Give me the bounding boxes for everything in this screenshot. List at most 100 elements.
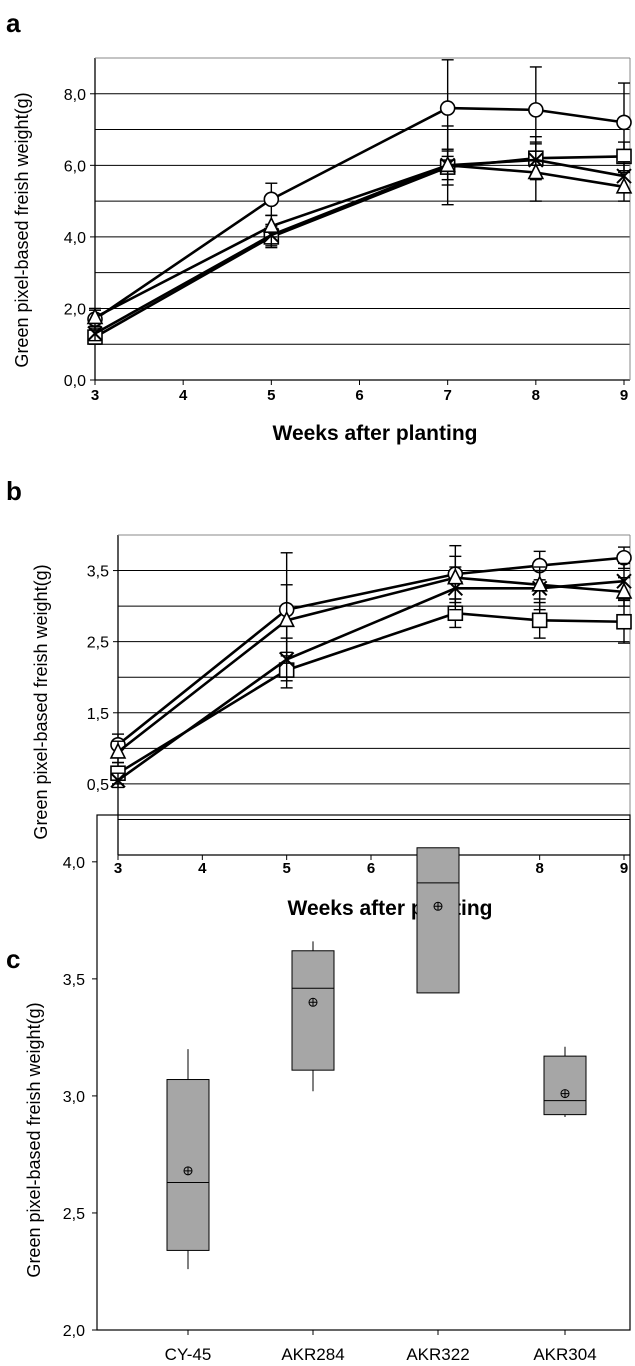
panel-c-y-tick-label: 3,5 <box>63 972 85 989</box>
panel-b-point-circle <box>616 549 632 566</box>
panel-b-point-triangle <box>531 574 548 592</box>
panel-c-letter: c <box>6 944 20 974</box>
panel-b-point-triangle <box>278 610 295 628</box>
panel-b-point-square <box>616 613 632 630</box>
panel-a-point-triangle <box>86 307 104 325</box>
panel-b-x-axis-label: Weeks after planting <box>288 897 493 920</box>
panel-c-category-label: AKR304 <box>533 1345 596 1364</box>
panel-a-point-circle <box>439 100 456 116</box>
panel-b-x-tick-label: 4 <box>198 860 207 877</box>
panel-a-x-tick-label: 6 <box>355 387 363 404</box>
panel-c-box-AKR284 <box>291 941 335 1092</box>
panel-c-box-AKR322 <box>416 847 460 994</box>
panel-b-axes <box>117 534 631 856</box>
panel-c-y-tick-label: 3,0 <box>63 1089 85 1106</box>
panel-c-mean-cross <box>561 1089 569 1098</box>
panel-a-series-triangle <box>86 125 633 328</box>
panel-a-point-x <box>87 325 103 342</box>
panel-a-x-axis-label: Weeks after planting <box>273 422 478 445</box>
panel-c-y-axis-label: Green pixel-based freish weight(g) <box>24 1002 44 1277</box>
panel-b-grid <box>118 570 630 820</box>
panel-c-mean-cross <box>434 902 442 911</box>
panel-a-letter: a <box>6 8 21 38</box>
panel-b-y-tick-label: 3,5 <box>87 564 109 581</box>
panel-a-x-tick-label: 5 <box>267 387 275 404</box>
panel-c-category-label: AKR284 <box>281 1345 344 1364</box>
panel-c-box-body <box>543 1055 587 1116</box>
panel-b-y-tick-label: 0,5 <box>87 777 109 794</box>
panel-c-category-label: AKR322 <box>406 1345 469 1364</box>
panel-a: a 0,0 2,0 4,0 6,0 8,0 3 4 5 6 7 8 9 Weeks after pla… <box>6 8 633 445</box>
panel-a-point-triangle <box>527 162 545 180</box>
panel-c-box-body <box>166 1079 210 1251</box>
panel-a-series-line <box>94 106 625 321</box>
panel-a-y-tick-label: 0,0 <box>64 373 86 390</box>
panel-c-y-tick-label: 4,0 <box>63 855 85 872</box>
panel-a-point-circle <box>616 114 632 131</box>
panel-c-boxes <box>166 847 587 1270</box>
panel-a-point-triangle <box>615 177 633 194</box>
panel-c-category-label: CY-45 <box>165 1345 212 1364</box>
panel-a-x-tick-label: 9 <box>620 387 628 404</box>
panel-a-x-tick-label: 7 <box>443 387 451 404</box>
panel-a-series-circle <box>87 59 632 329</box>
panel-b-point-x <box>278 651 295 668</box>
panel-b-series <box>109 544 633 789</box>
panel-b-series-circle <box>110 544 632 757</box>
panel-c-y-tick-label: 2,0 <box>63 1323 85 1340</box>
panel-b-point-square <box>531 612 548 629</box>
panel-a-series-square <box>87 136 632 345</box>
panel-b-y-axis-label: Green pixel-based freish weight(g) <box>31 564 51 839</box>
panel-b-series-x <box>110 562 632 789</box>
panel-c-box-body <box>416 847 460 994</box>
panel-a-series-line <box>94 155 625 339</box>
panel-a-point-circle <box>263 191 280 208</box>
panel-c-axes <box>96 814 631 1331</box>
panel-b-ticks: 0,51,52,53,53456789 <box>87 564 628 877</box>
panel-c-frame <box>96 814 631 1331</box>
panel-a-x-tick-label: 4 <box>179 387 188 404</box>
panel-b-x-tick-label: 9 <box>620 860 628 877</box>
panel-a-point-triangle <box>263 216 280 233</box>
panel-c-box-body <box>291 950 335 1071</box>
panel-b-x-tick-label: 8 <box>535 860 543 877</box>
panel-c-mean-cross <box>309 998 317 1007</box>
panel-b-point-triangle <box>615 582 633 599</box>
panel-c-box-AKR304 <box>543 1046 587 1117</box>
panel-a-point-triangle <box>439 155 456 173</box>
panel-c: c 2,0 2,5 3,0 3,5 4,0 CY-45 AKR284 AKR322 AKR304… <box>6 814 631 1364</box>
panel-a-series <box>86 59 633 345</box>
panel-c-ticks: 2,0 2,5 3,0 3,5 4,0 CY-45 AKR284 AKR322 AKR304 <box>63 855 597 1364</box>
panel-a-x-tick-label: 8 <box>532 387 540 404</box>
panel-a-series-x <box>87 141 632 342</box>
panel-b-series-line <box>117 579 625 782</box>
panel-b-series-triangle <box>109 555 633 764</box>
panel-a-series-line <box>94 164 625 319</box>
panel-b-series-square <box>110 598 632 785</box>
panel-a-y-axis-label: Green pixel-based freish weight(g) <box>12 92 32 367</box>
panel-b-point-triangle <box>109 742 127 759</box>
panel-b: b 0,51,52,53,53456789 Weeks after planti… <box>6 476 633 920</box>
panel-a-grid <box>95 93 630 345</box>
panel-b-point-x <box>110 772 126 789</box>
panel-a-point-circle <box>528 102 544 118</box>
panel-a-y-tick-label: 8,0 <box>64 87 86 104</box>
panel-b-point-triangle <box>447 567 464 585</box>
panel-a-y-tick-label: 4,0 <box>64 230 86 247</box>
panel-a-ticks: 0,0 2,0 4,0 6,0 8,0 3 4 5 6 7 8 9 <box>64 87 628 404</box>
panel-a-y-tick-label: 6,0 <box>64 158 86 175</box>
panel-a-x-tick-label: 3 <box>91 387 99 404</box>
panel-b-x-tick-label: 3 <box>114 860 122 877</box>
panel-a-series-line <box>94 158 625 335</box>
panel-b-y-tick-label: 2,5 <box>87 635 109 652</box>
panel-c-y-tick-label: 2,5 <box>63 1206 85 1223</box>
panel-a-y-tick-label: 2,0 <box>64 301 86 318</box>
panel-b-y-tick-label: 1,5 <box>87 706 109 723</box>
panel-c-box-CY-45 <box>166 1049 210 1270</box>
panel-a-axes <box>94 57 631 381</box>
panel-b-letter: b <box>6 476 22 506</box>
panel-b-x-tick-label: 5 <box>282 860 290 877</box>
panel-c-mean-cross <box>184 1166 192 1175</box>
panel-b-x-tick-label: 6 <box>367 860 375 877</box>
